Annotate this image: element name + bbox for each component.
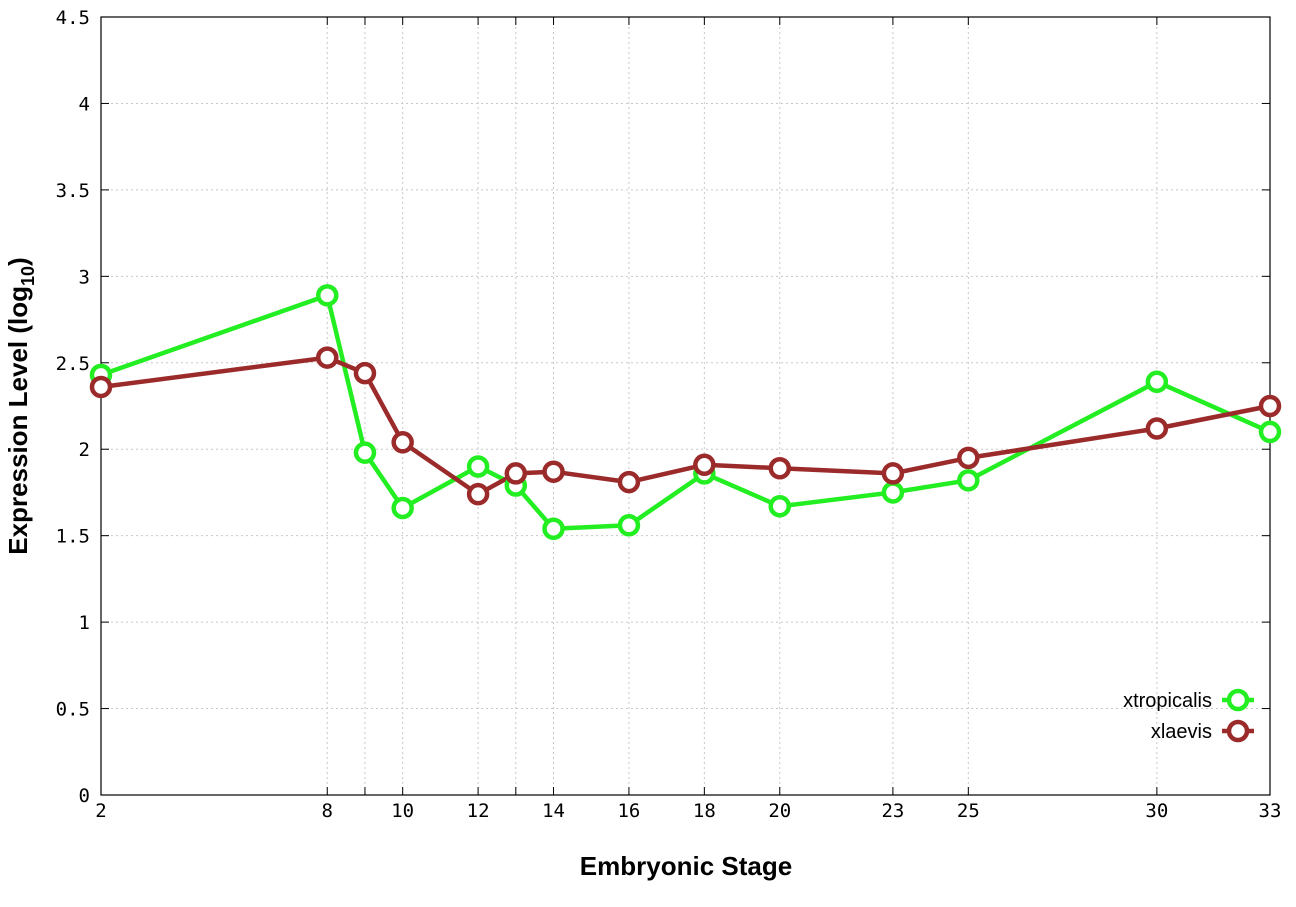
y-axis-title: Expression Level (log10) [3,257,38,554]
x-tick-label: 8 [322,800,333,822]
data-point-xlaevis [89,375,113,399]
y-tick-label: 0.5 [56,699,90,721]
x-tick-label: 10 [391,800,414,822]
data-point-xtropicalis [768,495,792,518]
axis-ticks: 0 0.5 1 1.5 2 2.5 3 3.5 4 4.5 2 8 10 12 14 16 18 20 23 25 30… [56,7,1282,822]
data-point-xtropicalis [316,284,339,307]
data-point-xlaevis [466,482,490,506]
y-tick-label: 3.5 [56,180,90,202]
data-point-xtropicalis [466,455,490,478]
plot-frame [100,16,1271,796]
y-tick-label: 2.5 [56,353,90,375]
data-point-xlaevis [881,462,905,485]
legend: xtropicalis xlaevis [1123,688,1254,743]
x-tick-label: 33 [1259,800,1282,822]
series-lines [89,284,1282,541]
data-point-xtropicalis [353,441,377,464]
y-tick-label: 1 [79,612,90,634]
y-axis-title-subscript: 10 [18,266,38,286]
data-point-xtropicalis [1145,370,1169,394]
data-point-xlaevis [542,460,565,483]
x-tick-label: 14 [542,800,565,822]
data-point-xlaevis [617,470,641,494]
x-tick-label: 2 [95,800,106,822]
x-tick-label: 23 [881,800,904,822]
data-point-xlaevis [504,462,528,485]
data-point-xlaevis [1145,417,1169,440]
y-tick-label: 4 [79,93,90,115]
grid [101,17,1270,795]
data-point-xlaevis [957,446,980,470]
series-line-xtropicalis [100,293,1271,532]
y-tick-label: 2 [79,439,90,461]
y-tick-label: 1.5 [56,526,90,548]
x-tick-label: 25 [957,800,980,822]
data-point-xlaevis [353,361,377,385]
x-axis-title: Embryonic Stage [580,851,792,881]
x-tick-label: 20 [768,800,791,822]
data-point-xlaevis [1258,394,1282,418]
x-tick-label: 16 [617,800,640,822]
data-point-xtropicalis [881,481,905,504]
data-point-xlaevis [768,456,792,480]
legend-label-xtropicalis: xtropicalis [1123,690,1212,712]
x-tick-label: 18 [693,800,716,822]
y-axis-title-main: Expression Level (log [3,286,33,555]
data-point-xtropicalis [542,517,565,541]
y-tick-label: 3 [79,266,90,288]
data-point-xtropicalis [391,496,414,520]
data-point-xlaevis [391,431,414,454]
data-point-xtropicalis [617,514,641,537]
y-tick-label: 4.5 [56,7,90,29]
series-line-xlaevis [100,355,1271,497]
data-point-xtropicalis [1258,420,1282,444]
x-tick-label: 12 [467,800,490,822]
data-point-xlaevis [316,346,339,369]
x-tick-label: 30 [1145,800,1168,822]
y-axis-title-close: ) [3,257,33,266]
legend-swatch-marker [1226,688,1250,712]
data-point-xtropicalis [957,469,980,492]
data-point-xlaevis [693,453,716,477]
y-tick-label: 0 [79,785,90,807]
legend-label-xlaevis: xlaevis [1151,721,1212,743]
legend-swatch-marker [1226,719,1250,743]
